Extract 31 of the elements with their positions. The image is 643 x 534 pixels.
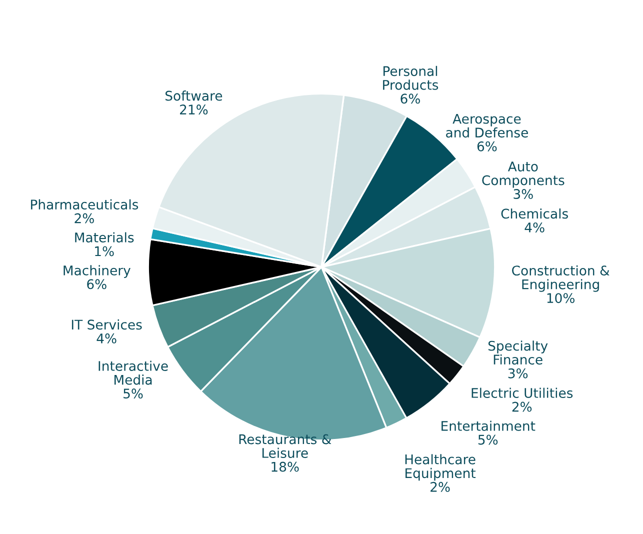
data-label: 1% xyxy=(95,246,114,256)
data-label: 2% xyxy=(74,213,94,224)
data-label: 2% xyxy=(430,482,450,492)
slice-label: Machinery xyxy=(64,265,130,278)
slice-label: Electric Utilities xyxy=(472,388,573,398)
slice-label: Software xyxy=(166,90,222,101)
slice-label: IT Services xyxy=(72,319,142,330)
slice-label: Interactive Media xyxy=(98,360,168,385)
data-label: 4% xyxy=(524,222,544,232)
slice-label: Auto Components xyxy=(482,162,564,188)
slice-label: Aerospace and Defense xyxy=(446,114,528,138)
slice-label: Construction & Engineering xyxy=(512,265,610,292)
slice-label: Healthcare Equipment xyxy=(405,454,476,481)
slice-label: Personal Products xyxy=(383,66,438,90)
slice-label: Pharmaceuticals xyxy=(31,199,138,210)
slice-label: Specialty Finance xyxy=(488,340,548,365)
slice-label: Entertainment xyxy=(442,420,536,431)
data-label: 5% xyxy=(124,388,143,399)
data-label: 2% xyxy=(512,402,532,412)
data-label: 21% xyxy=(180,104,208,115)
slice-label: Materials xyxy=(75,232,134,242)
data-label: 3% xyxy=(514,189,533,200)
data-label: 5% xyxy=(478,434,498,445)
data-label: 6% xyxy=(400,94,420,104)
data-label: 4% xyxy=(96,333,116,344)
data-label: 10% xyxy=(547,293,574,304)
data-label: 6% xyxy=(87,279,106,290)
data-label: 18% xyxy=(272,462,299,472)
data-label: 6% xyxy=(477,141,497,152)
data-label: 3% xyxy=(508,368,528,378)
slice-label: Chemicals xyxy=(501,208,568,219)
